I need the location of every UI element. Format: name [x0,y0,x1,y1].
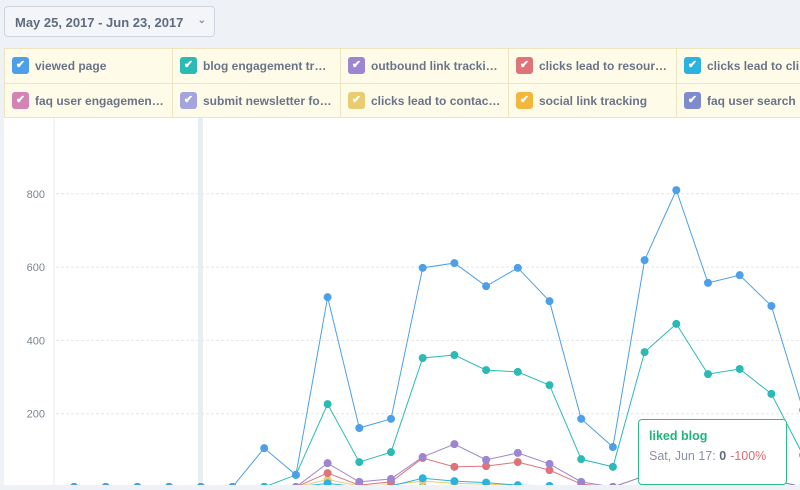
chart-tooltip: liked blog Sat, Jun 17: 0 -100% [638,419,787,485]
checkbox-checked-icon[interactable]: ✔ [684,92,701,109]
data-point [545,381,554,390]
data-point [387,474,395,483]
legend-label: blog engagement tr… [203,59,327,73]
data-point [608,462,617,471]
legend-item[interactable]: ✔ faq user search [677,84,800,119]
data-point [482,462,491,471]
data-point [418,263,427,272]
data-point [355,423,364,432]
legend-label: viewed page [35,59,107,73]
date-range-label: May 25, 2017 - Jun 23, 2017 [15,15,184,30]
legend-item[interactable]: ✔ outbound link tracki… [341,49,509,84]
data-point [577,414,586,423]
checkbox-checked-icon[interactable]: ✔ [516,92,533,109]
data-point [704,370,712,379]
data-point [482,366,491,375]
data-point [767,301,776,310]
data-point [513,481,522,490]
legend-label: faq user engagemen… [35,94,164,108]
data-point [355,458,364,467]
hover-band [198,118,203,485]
chevron-down-icon: ⌄ [197,15,206,26]
data-point [450,462,459,471]
legend-item[interactable]: ✔ social link tracking [509,84,677,119]
legend-item[interactable]: ✔ viewed page [5,49,173,84]
checkbox-checked-icon[interactable]: ✔ [12,57,29,74]
y-tick-label: 200 [27,409,45,421]
data-point [545,297,554,306]
legend-label: faq user search [707,94,796,108]
legend-item[interactable]: ✔ blog engagement tr… [173,49,341,84]
data-point [608,443,617,452]
data-point [767,389,776,398]
data-point [577,455,586,464]
data-point [672,186,681,195]
checkbox-checked-icon[interactable]: ✔ [12,92,29,109]
legend-label: clicks lead to cli [707,59,800,73]
data-point [482,478,491,487]
tooltip-date: Sat, Jun 17: [649,449,716,463]
legend-item[interactable]: ✔ clicks lead to resour… [509,49,677,84]
data-point [418,353,427,362]
data-point [513,263,522,272]
data-point [704,278,712,287]
data-point [323,469,332,478]
legend-item[interactable]: ✔ submit newsletter fo… [173,84,341,119]
data-point [640,256,649,265]
checkbox-checked-icon[interactable]: ✔ [684,57,701,74]
data-point [735,271,744,280]
data-point [482,455,491,464]
y-tick-label: 800 [27,189,45,201]
data-point [450,477,459,486]
legend-item[interactable]: ✔ faq user engagemen… [5,84,173,119]
data-point [545,459,554,468]
legend-item[interactable]: ✔ clicks lead to cli [677,49,800,84]
legend-label: clicks lead to contac… [371,94,501,108]
tooltip-change: -100% [730,449,767,463]
data-point [513,448,522,457]
y-tick-label: 600 [27,262,45,274]
data-point [387,414,395,423]
data-point [450,351,459,360]
data-point [323,400,332,409]
data-point [323,293,332,302]
data-point [355,477,364,486]
data-point [450,259,459,268]
data-point [323,459,332,468]
y-tick-label: 400 [27,335,45,347]
checkbox-checked-icon[interactable]: ✔ [180,57,197,74]
data-point [418,452,427,461]
series-legend: ✔ viewed page ✔ blog engagement tr… ✔ outboun… [4,48,800,119]
data-point [513,367,522,376]
tooltip-value: 0 [719,449,727,463]
checkbox-checked-icon[interactable]: ✔ [348,57,365,74]
data-point [513,458,522,467]
checkbox-checked-icon[interactable]: ✔ [348,92,365,109]
legend-label: social link tracking [539,94,648,108]
legend-item[interactable]: ✔ clicks lead to contac… [341,84,509,119]
legend-label: clicks lead to resour… [539,59,668,73]
data-point [640,348,649,357]
data-point [482,282,491,291]
date-range-picker[interactable]: May 25, 2017 - Jun 23, 2017 ⌄ [4,6,215,37]
legend-label: outbound link tracki… [371,59,498,73]
data-point [260,444,269,453]
data-point [418,474,427,483]
data-point [735,364,744,373]
data-point [545,466,554,475]
data-point [291,470,300,479]
data-point [387,448,395,457]
data-point [672,319,681,328]
data-point [450,440,459,449]
checkbox-checked-icon[interactable]: ✔ [516,57,533,74]
data-point [577,477,586,486]
checkbox-checked-icon[interactable]: ✔ [180,92,197,109]
legend-label: submit newsletter fo… [203,94,332,108]
tooltip-title: liked blog [649,429,708,443]
